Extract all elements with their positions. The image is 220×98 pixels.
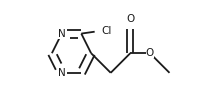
Text: N: N: [58, 29, 66, 39]
Text: Cl: Cl: [102, 26, 112, 36]
Text: O: O: [146, 48, 154, 58]
Text: N: N: [58, 68, 66, 78]
Text: O: O: [126, 14, 134, 24]
